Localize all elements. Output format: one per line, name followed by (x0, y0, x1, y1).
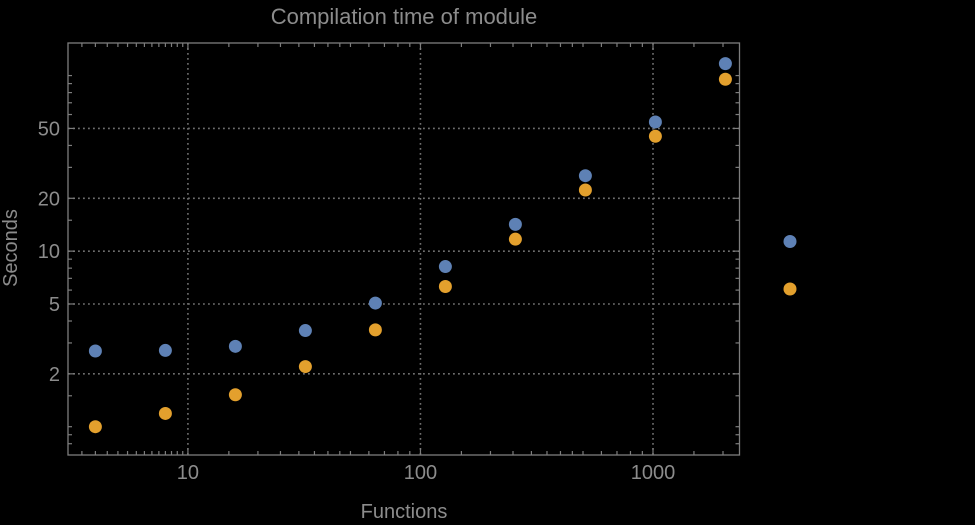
y-tick-label: 5 (49, 294, 60, 316)
x-tick-label: 10 (177, 462, 199, 484)
y-tick-label: 50 (38, 118, 60, 140)
y-axis-label: Seconds (0, 209, 22, 287)
data-point-series-2 (648, 129, 662, 143)
data-point-series-1 (228, 339, 242, 353)
data-point-series-2 (508, 232, 522, 246)
x-axis-label: Functions (360, 501, 448, 523)
data-point-series-1 (158, 343, 172, 357)
x-tick-label: 1000 (631, 462, 676, 484)
data-point-series-1 (578, 169, 592, 183)
data-point-series-2 (718, 72, 732, 86)
plot-frame (67, 42, 741, 456)
data-point-series-1 (298, 324, 312, 338)
data-point-series-2 (88, 420, 102, 434)
x-tick-label: 100 (404, 462, 437, 484)
y-tick-label: 2 (49, 364, 60, 386)
data-point-series-2 (298, 360, 312, 374)
data-point-series-1 (88, 344, 102, 358)
chart-title: Compilation time of module (270, 4, 538, 29)
y-tick-label: 10 (38, 241, 60, 263)
data-point-series-1 (438, 260, 452, 274)
data-point-series-1 (718, 57, 732, 71)
data-point-series-2 (228, 388, 242, 402)
legend-series-2-marker (783, 282, 797, 296)
data-point-series-2 (368, 323, 382, 337)
data-point-series-2 (578, 183, 592, 197)
data-point-series-2 (158, 406, 172, 420)
legend-series-1-marker (783, 235, 797, 248)
data-point-series-1 (508, 217, 522, 231)
data-point-series-1 (648, 115, 662, 129)
data-point-series-2 (438, 279, 452, 293)
data-point-series-1 (368, 296, 382, 310)
y-tick-label: 20 (38, 188, 60, 210)
